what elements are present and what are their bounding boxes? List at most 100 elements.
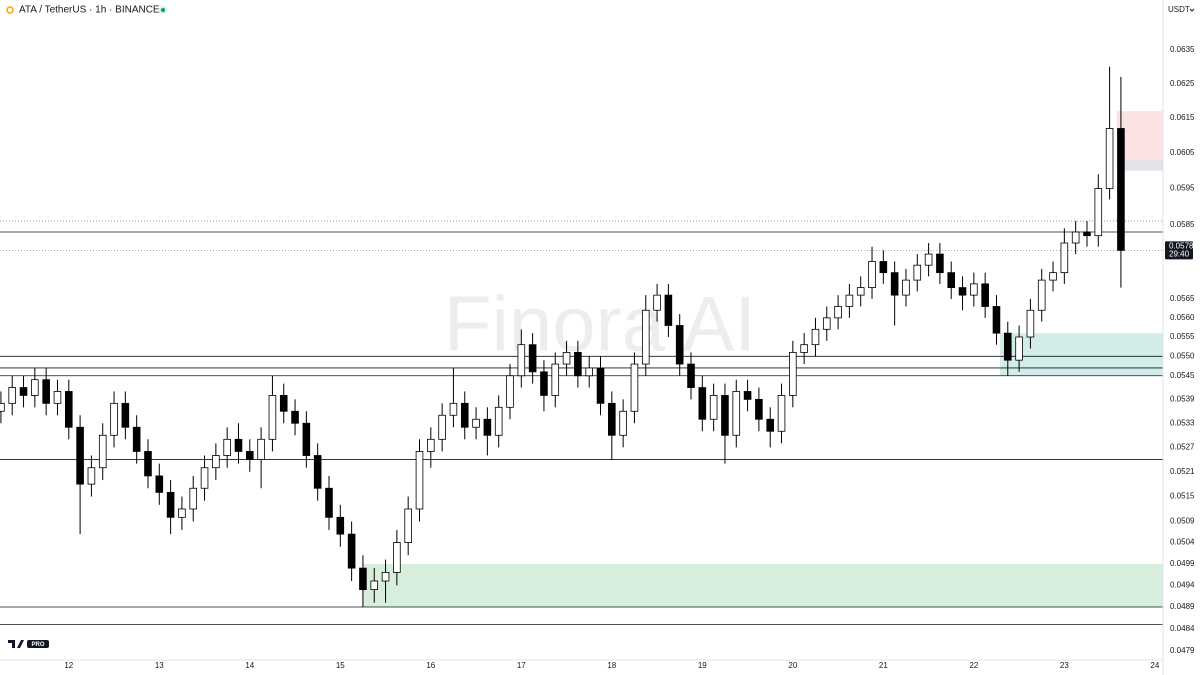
x-tick-label: 22 [969, 661, 978, 670]
candle-body [325, 487, 333, 518]
candle-body [936, 253, 944, 274]
y-tick-label: 0.0527 [1170, 443, 1195, 452]
candle-body [1060, 242, 1069, 274]
candle-body [76, 426, 84, 485]
candle-body [347, 533, 356, 569]
candle-body [562, 352, 571, 365]
candle-body [438, 414, 446, 440]
y-tick-label: 0.0509 [1170, 517, 1195, 526]
y-tick-label: 0.0539 [1170, 394, 1195, 403]
candle-body [121, 402, 130, 428]
candle-body [87, 467, 96, 485]
candle-body [732, 391, 741, 436]
y-tick-label: 0.0499 [1170, 559, 1195, 568]
candle-body [789, 352, 797, 396]
candle-body [811, 328, 820, 346]
x-tick-label: 23 [1060, 661, 1069, 670]
candle-body [992, 306, 1001, 334]
candle-body [0, 402, 5, 412]
candle-body [924, 253, 933, 266]
candle-body [212, 455, 220, 469]
y-tick-label: 0.0550 [1170, 351, 1195, 360]
x-tick-label: 18 [607, 661, 616, 670]
candle-body [653, 294, 661, 311]
candle-body [1049, 272, 1057, 281]
candle-body [313, 455, 322, 489]
candle-body [393, 542, 401, 573]
candle-body [585, 367, 593, 377]
x-tick-label: 14 [245, 661, 254, 670]
candle-body [970, 283, 978, 296]
x-tick-label: 12 [64, 661, 73, 670]
currency[interactable]: USDT [1168, 5, 1190, 14]
dropdown-icon [1189, 8, 1195, 12]
x-tick-label: 19 [698, 661, 707, 670]
candle-body [947, 272, 956, 289]
candle-body [698, 387, 707, 420]
candle-body [1094, 188, 1103, 237]
zone [1000, 333, 1163, 376]
badge-bg [27, 640, 49, 648]
y-tick-label: 0.0521 [1170, 467, 1195, 476]
candle-body [53, 391, 62, 404]
candle-body [641, 309, 650, 365]
candle-body [98, 434, 107, 469]
candle-body [630, 363, 639, 412]
zone [1116, 160, 1163, 171]
candle-body [675, 325, 684, 365]
candle-body [268, 395, 277, 440]
y-tick-label: 0.0494 [1170, 580, 1195, 589]
y-tick-label: 0.0585 [1170, 220, 1195, 229]
candle-body [381, 571, 390, 582]
y-tick-label: 0.0504 [1170, 538, 1195, 547]
candle-body [200, 467, 209, 489]
candle-body [1037, 279, 1046, 311]
y-tick-label: 0.0515 [1170, 492, 1195, 501]
y-tick-label: 0.0625 [1170, 79, 1195, 88]
candle-body [291, 410, 299, 424]
status-icon [161, 8, 165, 12]
candle-body [302, 422, 311, 456]
candle-body [64, 391, 73, 428]
candle-body [506, 375, 514, 408]
candle-body [755, 398, 763, 420]
candle-body [1105, 128, 1114, 189]
candle-body [449, 402, 458, 416]
y-tick-label: 0.0479 [1170, 646, 1195, 655]
candle-body [257, 438, 265, 460]
candle-body [336, 516, 345, 535]
x-tick-label: 15 [336, 661, 345, 670]
candle-body [223, 438, 231, 456]
candle-body [1015, 336, 1023, 361]
chart-title: ATA / TetherUS · 1h · BINANCE [19, 5, 160, 16]
candle-body [8, 387, 17, 404]
y-tick-label: 0.0545 [1170, 371, 1195, 380]
candle-body [517, 344, 526, 377]
x-tick-label: 13 [155, 661, 164, 670]
candle-body [913, 264, 922, 281]
candle-body [279, 395, 288, 412]
candle-body [246, 451, 254, 460]
candle-body [110, 402, 118, 436]
candle-body [1003, 332, 1012, 361]
y-tick-label: 0.0560 [1170, 313, 1195, 322]
candle-body [144, 451, 152, 477]
candle-body [981, 283, 989, 307]
candle-body [1026, 309, 1035, 338]
candle-body [359, 567, 367, 591]
y-tick-label: 0.0533 [1170, 418, 1195, 427]
candle-body [155, 475, 164, 493]
candle-body [608, 402, 616, 436]
candle-body [132, 426, 141, 452]
y-tick-label: 0.0635 [1170, 45, 1195, 54]
x-tick-label: 17 [517, 661, 526, 670]
last-price: 0.0578 [1169, 241, 1194, 250]
candle-body [822, 317, 831, 330]
logo-mark [8, 640, 24, 648]
x-tick-label: 24 [1150, 661, 1159, 670]
candle-body [868, 261, 876, 289]
plot [0, 66, 1163, 625]
candle-body [166, 491, 175, 518]
